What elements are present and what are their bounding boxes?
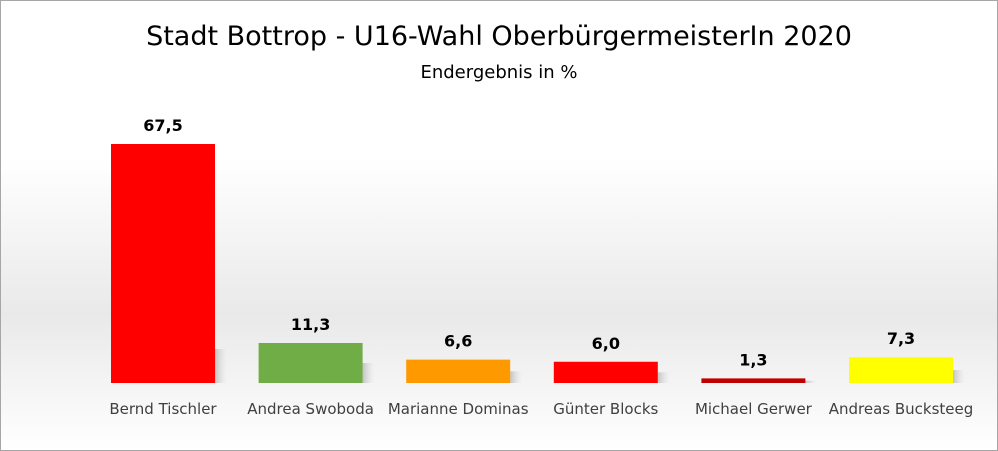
bar <box>553 361 658 383</box>
bar-shadow <box>657 372 670 383</box>
bar-shadow <box>362 362 375 383</box>
data-label: 6,6 <box>444 332 472 351</box>
category-label: Günter Blocks <box>553 400 658 418</box>
data-label: 1,3 <box>739 350 767 369</box>
chart-subtitle: Endergebnis in % <box>420 62 578 83</box>
bar <box>849 357 953 383</box>
bar <box>111 144 215 383</box>
bar-shadow <box>805 380 818 383</box>
category-label: Andrea Swoboda <box>247 400 374 418</box>
data-label: 6,0 <box>592 334 620 353</box>
data-label: 11,3 <box>291 315 330 334</box>
bar-shadow <box>510 371 523 383</box>
bar-shadow <box>953 370 965 383</box>
category-labels-group: Bernd Tischler Andrea Swoboda Marianne Dom… <box>109 400 973 418</box>
chart-title: Stadt Bottrop - U16-Wahl Oberbürgermeist… <box>146 21 852 52</box>
data-label: 67,5 <box>143 116 182 135</box>
bar <box>701 378 806 383</box>
bar-shadow <box>215 349 227 383</box>
category-label: Michael Gerwer <box>695 400 813 418</box>
data-label: 7,3 <box>887 329 915 348</box>
category-label: Bernd Tischler <box>109 400 217 418</box>
category-label: Andreas Bucksteeg <box>829 400 974 418</box>
bar <box>406 359 511 383</box>
category-label: Marianne Dominas <box>388 400 529 418</box>
value-labels-group: 67,5 11,3 6,6 6,0 1,3 7,3 <box>143 116 915 369</box>
bars-group <box>111 144 965 383</box>
bar <box>258 342 363 383</box>
